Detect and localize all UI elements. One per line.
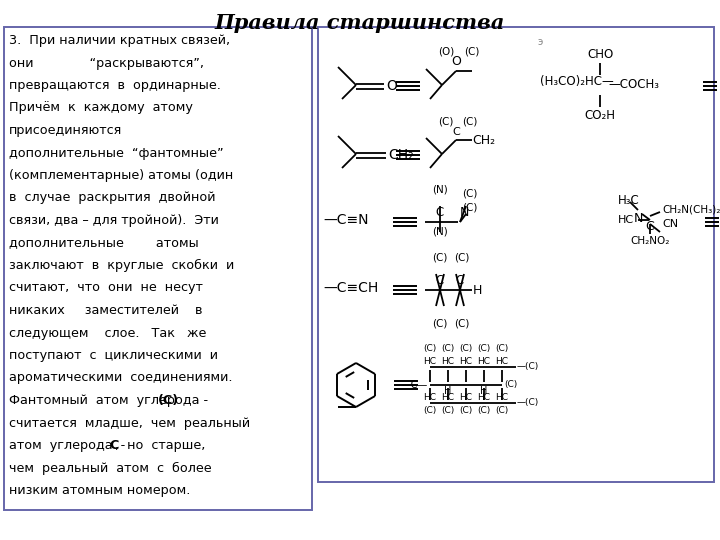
Text: HC: HC [618,215,634,225]
Text: дополнительные        атомы: дополнительные атомы [9,237,199,249]
Text: —C—: —C— [402,380,428,390]
Text: заключают  в  круглые  скобки  и: заключают в круглые скобки и [9,259,234,272]
Text: HC: HC [459,393,472,402]
Text: (C): (C) [438,116,454,126]
Text: никаких     заместителей    в: никаких заместителей в [9,304,202,317]
Text: дополнительные  “фантомные”: дополнительные “фантомные” [9,146,224,159]
Text: (C): (C) [477,406,490,415]
Text: (C): (C) [495,344,508,353]
Text: O: O [386,79,397,93]
Text: —COCH₃: —COCH₃ [608,78,659,91]
Text: они              “раскрываются”,: они “раскрываются”, [9,57,204,70]
Text: (N): (N) [432,226,448,236]
Text: превращаются  в  ординарные.: превращаются в ординарные. [9,79,221,92]
Text: HC: HC [423,393,436,402]
Text: HC: HC [477,393,490,402]
Text: (C): (C) [477,344,490,353]
Text: HC: HC [477,357,490,366]
Text: CHO: CHO [587,48,613,61]
Bar [318,27,714,482]
Text: HC: HC [441,393,454,402]
Text: Правила старшинства: Правила старшинства [215,13,505,33]
Text: присоединяются: присоединяются [9,124,122,137]
Text: —C≡CH: —C≡CH [323,281,378,295]
Text: (C): (C) [462,188,477,198]
Text: —(C): —(C) [517,362,539,372]
Text: N: N [460,206,469,219]
Text: (O): (O) [438,47,454,57]
Text: C: C [436,206,444,219]
Text: считают,  что  они  не  несут: считают, что они не несут [9,281,203,294]
Text: (C): (C) [158,394,179,407]
Text: N: N [634,212,643,225]
Text: C: C [452,127,460,137]
Text: (C): (C) [423,406,436,415]
Text: (C): (C) [441,406,454,415]
Text: CH₂NO₂: CH₂NO₂ [630,236,670,246]
Text: C: C [436,274,444,287]
Text: (C): (C) [454,252,469,262]
Text: э: э [537,37,543,47]
Text: Причём  к  каждому  атому: Причём к каждому атому [9,102,193,114]
Text: чем  реальный  атом  с  более: чем реальный атом с более [9,462,212,475]
Text: H: H [480,386,487,396]
Text: HC: HC [423,357,436,366]
Text: (C): (C) [423,344,436,353]
Text: HC: HC [495,357,508,366]
Text: —C≡N: —C≡N [323,213,369,227]
Text: следующем    слое.   Так   же: следующем слое. Так же [9,327,207,340]
Text: (C): (C) [462,116,477,126]
Text: C: C [456,274,464,287]
Text: (N): (N) [432,184,448,194]
Text: в  случае  раскрытия  двойной: в случае раскрытия двойной [9,192,215,205]
Text: H₃C: H₃C [618,193,640,206]
Text: O: O [451,55,461,68]
Text: CN: CN [662,219,678,229]
Text: H: H [473,284,482,296]
Text: низким атомным номером.: низким атомным номером. [9,484,190,497]
Text: ароматическими  соединениями.: ароматическими соединениями. [9,372,233,384]
Text: (C): (C) [432,252,448,262]
Text: (C): (C) [495,406,508,415]
Text: 3.  При наличии кратных связей,: 3. При наличии кратных связей, [9,34,230,47]
Text: C: C [646,220,654,233]
Text: (C): (C) [464,47,480,57]
Text: (C): (C) [459,344,472,353]
Text: ,  но  старше,: , но старше, [115,439,205,452]
Text: HC: HC [441,357,454,366]
Text: (комплементарные) атомы (один: (комплементарные) атомы (один [9,169,233,182]
Text: CH₂N(CH₃)₂: CH₂N(CH₃)₂ [662,205,720,215]
Text: HC: HC [459,357,472,366]
Text: (C): (C) [462,202,477,212]
Text: (C): (C) [441,344,454,353]
Text: поступают  с  циклическими  и: поступают с циклическими и [9,349,218,362]
Text: (C): (C) [504,381,517,389]
Text: CO₂H: CO₂H [585,109,616,122]
Text: (C): (C) [459,406,472,415]
Text: —(C): —(C) [517,399,539,408]
Text: (C): (C) [432,318,448,328]
Text: связи, два – для тройной).  Эти: связи, два – для тройной). Эти [9,214,219,227]
Text: CH₂: CH₂ [472,133,495,146]
Text: CH₂: CH₂ [388,148,413,162]
Text: атом  углерода  -: атом углерода - [9,439,133,452]
Text: (C): (C) [454,318,469,328]
Text: Фантомный  атом  углерода -: Фантомный атом углерода - [9,394,212,407]
Text: (H₃CO)₂HC—: (H₃CO)₂HC— [540,76,613,89]
Text: C: C [109,439,119,452]
Text: HC: HC [495,393,508,402]
Text: H: H [444,386,451,396]
Text: считается  младше,  чем  реальный: считается младше, чем реальный [9,416,250,429]
Bar [4,27,312,510]
